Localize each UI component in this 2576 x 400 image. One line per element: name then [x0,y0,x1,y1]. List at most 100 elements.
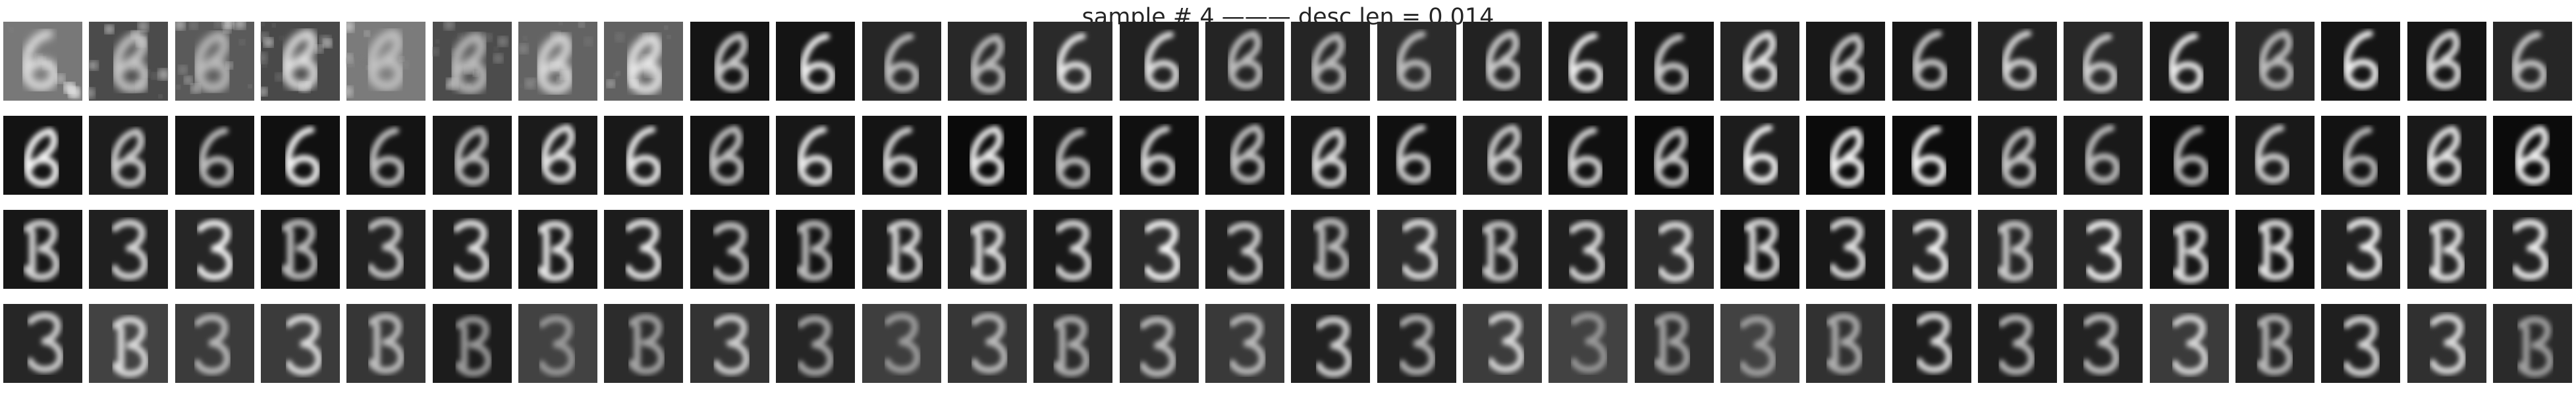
digit-stroke [800,33,836,92]
digit-tile [1290,116,1371,195]
noise-speck [435,39,439,43]
digit-tile [1205,22,1285,101]
digit-image [346,210,426,289]
noise-speck [262,63,267,67]
digit-stroke [2001,128,2037,187]
digit-tile [2492,22,2573,101]
digit-stroke [2512,219,2549,280]
digit-stroke [1401,219,1439,280]
digit-tile [1805,22,1886,101]
digit-stroke [454,126,490,186]
digit-stroke [111,31,150,93]
noise-speck [323,39,333,48]
digit-stroke [1487,124,1523,184]
digit-tile [690,116,770,195]
digit-stroke [1055,128,1091,188]
digit-stroke [1569,221,1606,282]
digit-stroke [2425,30,2461,89]
digit-tile [1205,304,1285,383]
digit-tile [947,304,1028,383]
digit-stroke [198,127,234,187]
digit-image [1720,22,1799,101]
noise-speck [523,36,528,41]
noise-speck [315,45,323,53]
digit-stroke [1830,218,1867,279]
digit-stroke [2172,314,2208,376]
digit-tile [1205,116,1285,195]
digit-tile [1119,304,1199,383]
digit-image [2235,210,2315,289]
digit-image [1462,210,1542,289]
digit-image [2235,22,2315,101]
digit-tile [1290,304,1371,383]
digit-image [947,210,1027,289]
digit-stroke [2001,30,2037,89]
digit-tile [1720,116,1800,195]
digit-image [2149,116,2229,195]
digit-image [604,116,684,195]
digit-tile [1377,116,1457,195]
digit-tile [1119,210,1199,289]
digit-tile [1462,22,1543,101]
digit-image [518,304,598,383]
digit-stroke [1143,220,1181,281]
digit-tile [1548,304,1628,383]
digit-stroke [1743,218,1780,280]
digit-stroke [111,219,149,280]
digit-stroke [537,220,574,282]
digit-stroke [112,316,149,378]
digit-tile [260,116,341,195]
noise-speck [584,37,593,46]
digit-tile [1548,22,1628,101]
digit-image [89,210,169,289]
digit-tile [1290,210,1371,289]
digit-tile [1805,210,1886,289]
noise-speck [518,84,523,88]
digit-stroke [27,312,64,373]
digit-tile [2149,210,2230,289]
digit-stroke [1653,312,1691,374]
digit-tile [2235,116,2315,195]
digit-stroke [541,124,577,184]
digit-image [690,304,769,383]
noise-speck [3,22,6,24]
digit-tile [346,210,426,289]
digit-tile [1290,22,1371,101]
digit-stroke [2257,220,2295,281]
digit-stroke [281,29,319,91]
digit-tile [2149,22,2230,101]
digit-stroke [708,125,744,185]
noise-speck [234,22,245,30]
digit-image [2149,210,2229,289]
digit-image [2149,304,2229,383]
noise-speck [493,53,503,63]
digit-stroke [452,220,490,281]
digit-image [261,304,341,383]
noise-speck [279,36,284,40]
digit-image [604,22,684,101]
digit-image [260,22,341,101]
noise-speck [650,74,654,78]
digit-stroke [2086,220,2123,282]
digit-stroke [1740,316,1776,377]
digit-tile [1634,116,1714,195]
noise-speck [358,54,366,63]
digit-image [432,116,512,195]
digit-image [1462,304,1542,383]
digit-image [1634,210,1714,289]
digit-image [1892,304,1971,383]
digit-tile [2235,22,2315,101]
digit-tile [432,116,512,195]
noise-speck [473,71,479,77]
digit-image [2493,116,2573,195]
digit-tile [260,210,341,289]
digit-tile [260,22,341,101]
digit-stroke [2085,124,2121,184]
digit-tile [1462,116,1543,195]
digit-image [2407,210,2486,289]
digit-image [2064,22,2143,101]
digit-stroke [285,314,323,376]
digit-stroke [1311,33,1347,92]
noise-speck [615,32,625,42]
digit-tile [2320,304,2401,383]
